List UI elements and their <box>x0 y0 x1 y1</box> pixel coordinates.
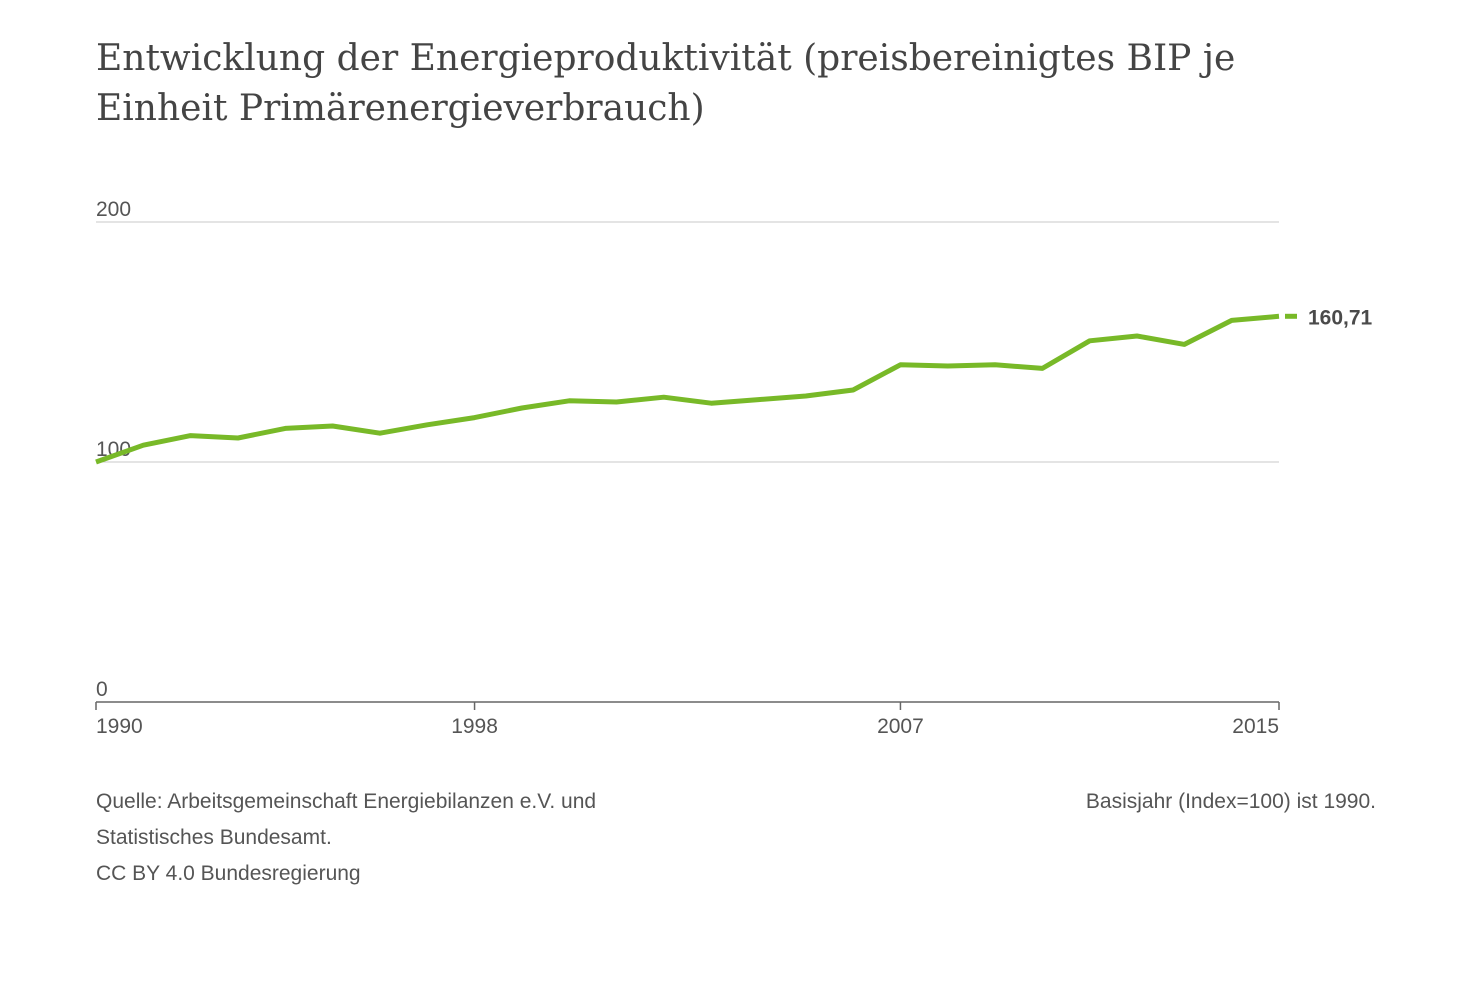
x-tick-label: 1990 <box>96 715 143 738</box>
chart-title: Entwicklung der Energieproduktivität (pr… <box>96 38 1236 129</box>
end-value-label: 160,71 <box>1308 306 1373 329</box>
y-tick-label: 200 <box>96 198 131 221</box>
license-line: CC BY 4.0 Bundesregierung <box>96 862 361 885</box>
x-tick-label: 1998 <box>451 715 498 738</box>
source-line: Quelle: Arbeitsgemeinschaft Energiebilan… <box>96 790 597 813</box>
base-year-note: Basisjahr (Index=100) ist 1990. <box>1085 790 1376 813</box>
series-line <box>95 313 1280 465</box>
x-tick-label: 2007 <box>877 715 924 738</box>
x-tick-label: 2015 <box>1232 715 1279 738</box>
y-tick-label: 0 <box>96 678 108 701</box>
source-note: Quelle: Arbeitsgemeinschaft Energiebilan… <box>96 784 736 892</box>
source-line: Statistisches Bundesamt. <box>96 826 332 849</box>
